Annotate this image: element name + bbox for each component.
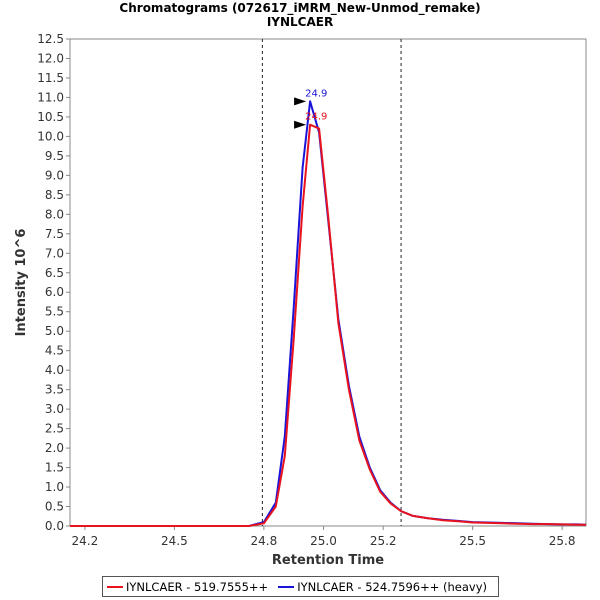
- y-tick-label: 0.0: [45, 519, 64, 533]
- y-tick-label: 6.5: [45, 266, 64, 280]
- x-tick-label: 25.5: [459, 534, 486, 548]
- peak-label: 24.9: [305, 112, 327, 123]
- y-tick-label: 4.0: [45, 363, 64, 377]
- series-line-heavy: [70, 100, 587, 527]
- y-tick-label: 0.5: [45, 500, 64, 514]
- legend-item-heavy: IYNLCAER - 524.7596++ (heavy): [278, 580, 487, 594]
- x-tick-label: 25.8: [549, 534, 576, 548]
- y-tick-label: 11.5: [37, 71, 64, 85]
- x-tick-label: 24.5: [161, 534, 188, 548]
- y-tick-label: 8.0: [45, 207, 64, 221]
- x-tick-label: 25.0: [310, 534, 337, 548]
- y-tick-label: 10.5: [37, 110, 64, 124]
- y-tick-label: 6.0: [45, 285, 64, 299]
- y-tick-label: 8.5: [45, 188, 64, 202]
- chart-subtitle: IYNLCAER: [266, 15, 334, 29]
- legend-item-light: IYNLCAER - 519.7555++: [107, 580, 268, 594]
- y-tick-label: 12.5: [37, 32, 64, 46]
- plot-frame: [69, 38, 587, 527]
- y-tick-label: 3.0: [45, 402, 64, 416]
- chart-title: Chromatograms (072617_iMRM_New-Unmod_rem…: [119, 1, 481, 15]
- y-tick-label: 4.5: [45, 344, 64, 358]
- peak-label: 24.9: [305, 88, 327, 99]
- y-tick-label: 12.0: [37, 51, 64, 65]
- y-axis-label: Intensity 10^6: [14, 229, 29, 337]
- series-line-light: [70, 123, 586, 527]
- y-tick-label: 2.0: [45, 441, 64, 455]
- x-axis-label: Retention Time: [272, 553, 384, 568]
- y-tick-label: 9.5: [45, 149, 64, 163]
- x-tick-label: 24.2: [72, 534, 99, 548]
- y-tick-label: 9.0: [45, 168, 64, 182]
- peak-arrow: [294, 97, 307, 106]
- y-tick-label: 3.5: [45, 383, 64, 397]
- y-tick-label: 2.5: [45, 422, 64, 436]
- y-tick-label: 7.0: [45, 246, 64, 260]
- x-tick-label: 25.2: [370, 534, 397, 548]
- legend-swatch-light: [107, 585, 123, 588]
- legend: IYNLCAER - 519.7555++ IYNLCAER - 524.759…: [102, 576, 499, 597]
- y-tick-label: 5.5: [45, 305, 64, 319]
- peak-arrow: [294, 120, 307, 129]
- y-tick-label: 1.5: [45, 461, 64, 475]
- y-tick-label: 10.0: [37, 129, 64, 143]
- y-tick-label: 1.0: [45, 480, 64, 494]
- legend-swatch-heavy: [278, 585, 295, 588]
- y-tick-label: 7.5: [45, 227, 64, 241]
- y-tick-label: 5.0: [45, 324, 64, 338]
- x-tick-label: 24.8: [251, 534, 278, 548]
- legend-label-heavy: IYNLCAER - 524.7596++ (heavy): [297, 579, 488, 594]
- y-tick-label: 11.0: [37, 90, 64, 104]
- legend-label-light: IYNLCAER - 519.7555++: [126, 579, 269, 594]
